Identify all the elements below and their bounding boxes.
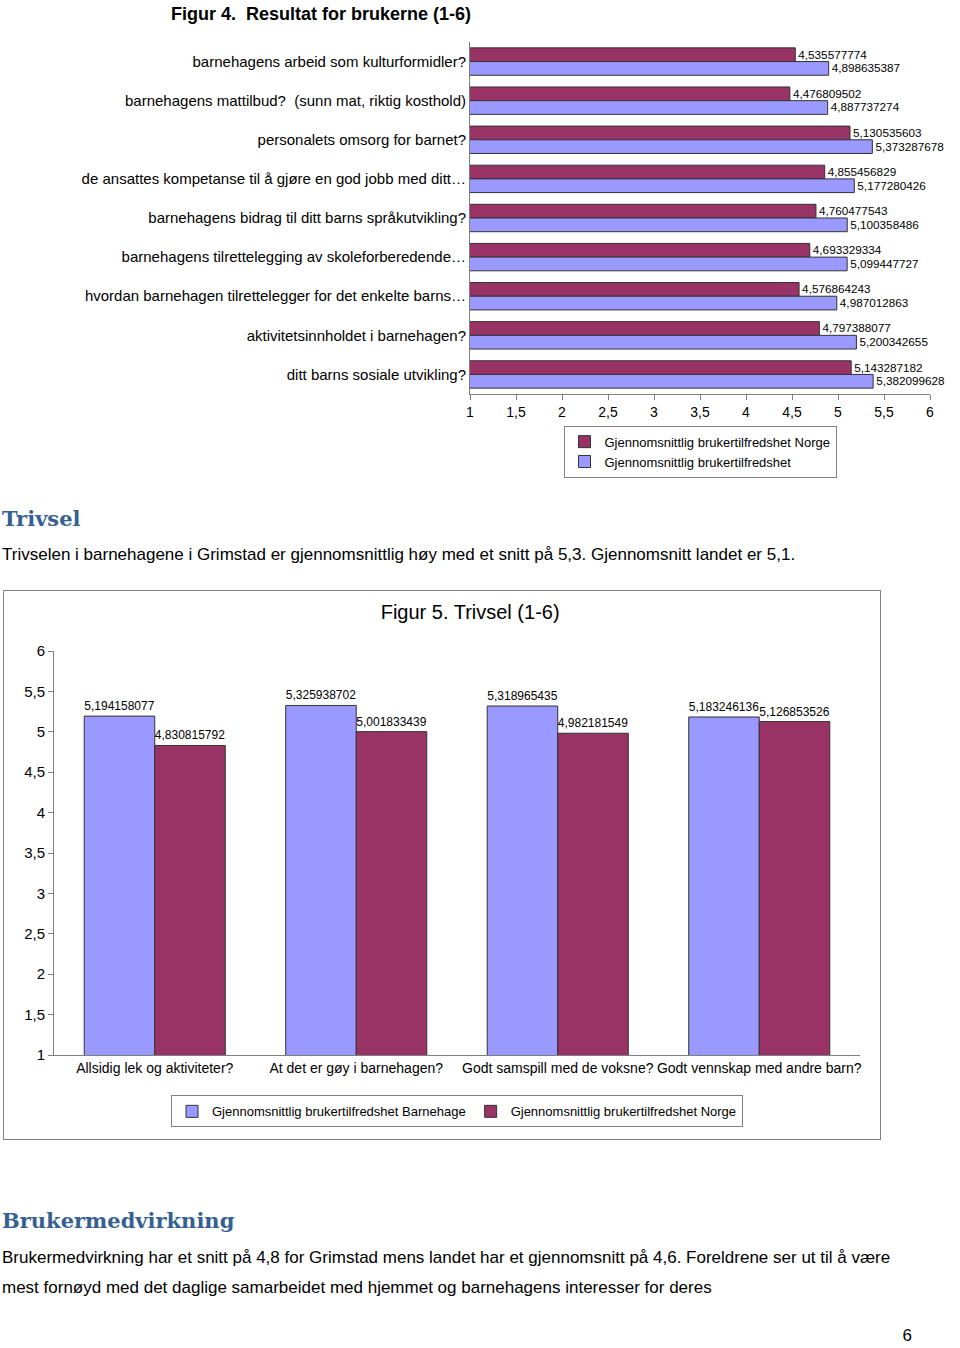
svg-text:4,855456829: 4,855456829 bbox=[828, 165, 896, 178]
svg-text:5,5: 5,5 bbox=[874, 404, 894, 420]
svg-text:5,382099628: 5,382099628 bbox=[876, 374, 945, 387]
html-text:Brukermedvirkning: Brukermedvirkning bbox=[2, 1208, 235, 1233]
svg-text:Figur 5. Trivsel (1-6): Figur 5. Trivsel (1-6) bbox=[381, 601, 560, 623]
svg-text:6: 6 bbox=[37, 642, 45, 659]
svg-text:2: 2 bbox=[37, 965, 45, 982]
svg-text:2,5: 2,5 bbox=[598, 404, 618, 420]
svg-text:5,325938702: 5,325938702 bbox=[286, 688, 356, 702]
svg-text:1,5: 1,5 bbox=[24, 1006, 45, 1023]
svg-text:barnehagens bidrag til ditt ba: barnehagens bidrag til ditt barns språku… bbox=[148, 209, 466, 226]
svg-text:5,200342655: 5,200342655 bbox=[859, 335, 928, 348]
svg-text:ditt barns sosiale utvikling?: ditt barns sosiale utvikling? bbox=[287, 366, 466, 383]
svg-text:4,830815792: 4,830815792 bbox=[155, 728, 225, 742]
svg-text:Gjennomsnittlig brukertilfreds: Gjennomsnittlig brukertilfredshet Norge bbox=[511, 1104, 736, 1119]
svg-text:Figur 4. Resultat for brukern: Figur 4. Resultat for brukerne (1-6) bbox=[171, 4, 471, 24]
svg-text:5: 5 bbox=[37, 723, 45, 740]
svg-text:4,760477543: 4,760477543 bbox=[819, 204, 887, 217]
html-text:Trivsel: Trivsel bbox=[2, 506, 81, 531]
svg-text:Gjennomsnittlig brukertilfreds: Gjennomsnittlig brukertilfredshet bbox=[605, 455, 792, 470]
svg-text:5,318965435: 5,318965435 bbox=[487, 689, 557, 703]
svg-text:5,126853526: 5,126853526 bbox=[759, 705, 829, 719]
html-text:Trivselen i barnehagene i Grim: Trivselen i barnehagene i Grimstad er gj… bbox=[2, 545, 796, 564]
svg-text:6: 6 bbox=[926, 404, 934, 420]
svg-text:barnehagens arbeid som kulturf: barnehagens arbeid som kulturformidler? bbox=[193, 53, 466, 70]
svg-text:5,183246136: 5,183246136 bbox=[689, 700, 759, 714]
svg-text:5,373287678: 5,373287678 bbox=[875, 140, 944, 153]
svg-text:5,100358486: 5,100358486 bbox=[850, 218, 918, 231]
html-text:Brukermedvirkning har et snitt: Brukermedvirkning har et snitt på 4,8 fo… bbox=[2, 1248, 891, 1297]
svg-text:3,5: 3,5 bbox=[690, 404, 710, 420]
svg-text:2,5: 2,5 bbox=[24, 925, 45, 942]
svg-text:4,982181549: 4,982181549 bbox=[558, 716, 628, 730]
svg-text:5,177280426: 5,177280426 bbox=[857, 179, 925, 192]
svg-text:4,693329334: 4,693329334 bbox=[813, 243, 882, 256]
html-text:6: 6 bbox=[902, 1326, 912, 1345]
svg-text:4,576864243: 4,576864243 bbox=[802, 282, 870, 295]
svg-text:hvordan barnehagen tilretteleg: hvordan barnehagen tilrettelegger for de… bbox=[85, 287, 466, 304]
svg-text:1: 1 bbox=[466, 404, 474, 420]
svg-text:personalets omsorg for barnet?: personalets omsorg for barnet? bbox=[258, 131, 466, 148]
svg-text:4,887737274: 4,887737274 bbox=[831, 100, 900, 113]
svg-text:5,130535603: 5,130535603 bbox=[853, 126, 921, 139]
svg-text:3: 3 bbox=[37, 885, 45, 902]
svg-text:barnehagens mattilbud? (sunn: barnehagens mattilbud? (sunn mat, riktig… bbox=[125, 92, 466, 109]
svg-text:5,099447727: 5,099447727 bbox=[850, 257, 918, 270]
svg-text:1,5: 1,5 bbox=[506, 404, 526, 420]
svg-text:aktivitetsinnholdet i barnehag: aktivitetsinnholdet i barnehagen? bbox=[247, 327, 466, 344]
svg-text:Godt samspill med de voksne?: Godt samspill med de voksne? bbox=[462, 1060, 654, 1076]
svg-text:3: 3 bbox=[650, 404, 658, 420]
svg-text:4: 4 bbox=[742, 404, 750, 420]
svg-text:4,898635387: 4,898635387 bbox=[832, 61, 900, 74]
svg-text:2: 2 bbox=[558, 404, 566, 420]
svg-text:1: 1 bbox=[37, 1046, 45, 1063]
svg-text:5,143287182: 5,143287182 bbox=[854, 361, 922, 374]
svg-text:4,797388077: 4,797388077 bbox=[822, 321, 890, 334]
svg-text:4,476809502: 4,476809502 bbox=[793, 87, 861, 100]
svg-text:3,5: 3,5 bbox=[24, 844, 45, 861]
svg-text:barnehagens tilrettelegging av: barnehagens tilrettelegging av skoleforb… bbox=[122, 248, 466, 265]
svg-text:5,001833439: 5,001833439 bbox=[356, 715, 426, 729]
svg-text:5,5: 5,5 bbox=[24, 683, 45, 700]
svg-text:Godt vennskap med andre barn?: Godt vennskap med andre barn? bbox=[657, 1060, 862, 1076]
svg-text:4: 4 bbox=[37, 804, 45, 821]
svg-text:de ansattes kompetanse til å g: de ansattes kompetanse til å gjøre en go… bbox=[82, 170, 466, 187]
svg-text:4,987012863: 4,987012863 bbox=[840, 296, 908, 309]
svg-text:At det er gøy i barnehagen?: At det er gøy i barnehagen? bbox=[269, 1060, 443, 1076]
svg-text:5,194158077: 5,194158077 bbox=[84, 699, 154, 713]
svg-text:Gjennomsnittlig brukertilfreds: Gjennomsnittlig brukertilfredshet Barneh… bbox=[212, 1104, 466, 1119]
svg-text:4,5: 4,5 bbox=[782, 404, 802, 420]
svg-text:4,5: 4,5 bbox=[24, 763, 45, 780]
svg-text:4,535577774: 4,535577774 bbox=[798, 48, 867, 61]
svg-text:Allsidig lek og aktiviteter?: Allsidig lek og aktiviteter? bbox=[76, 1060, 233, 1076]
svg-text:5: 5 bbox=[834, 404, 842, 420]
svg-text:Gjennomsnittlig brukertilfreds: Gjennomsnittlig brukertilfredshet Norge bbox=[605, 435, 830, 450]
